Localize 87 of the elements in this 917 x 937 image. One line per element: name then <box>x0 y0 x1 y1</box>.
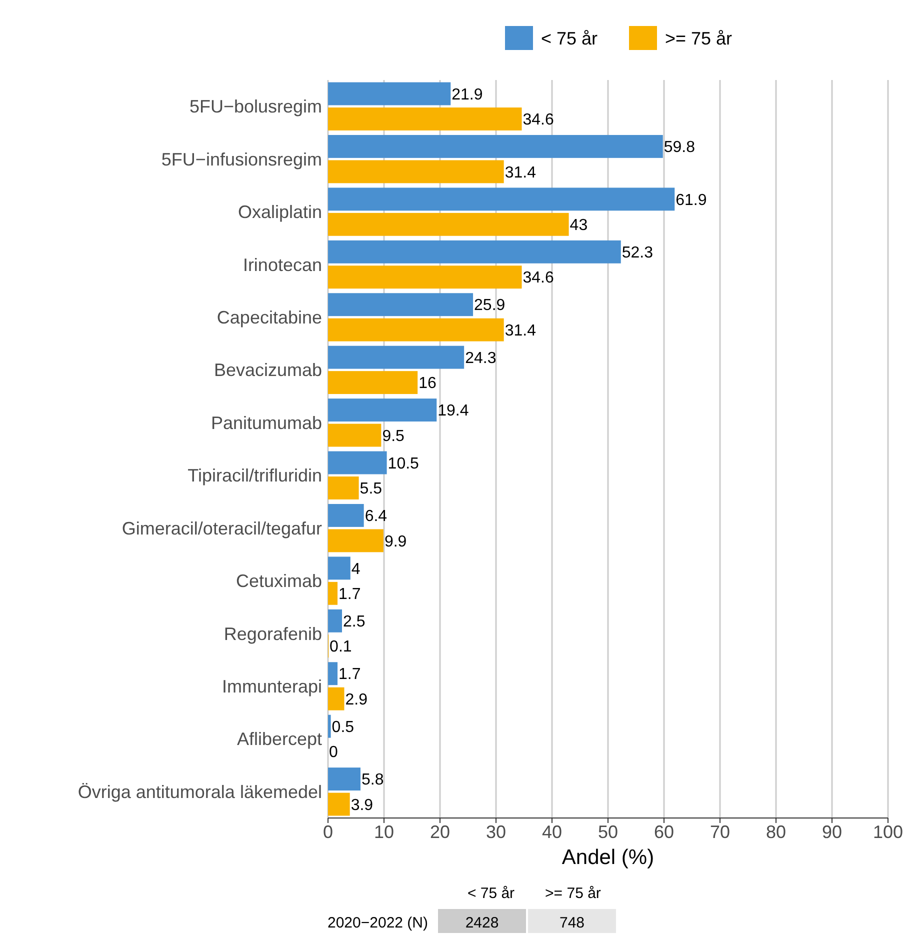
bar <box>328 451 387 474</box>
data-label: 24.3 <box>465 350 496 367</box>
data-label: 4 <box>351 560 360 578</box>
bar <box>328 266 522 289</box>
x-tick-label: 70 <box>710 822 730 842</box>
y-tick-label: 5FU−bolusregim <box>189 96 322 117</box>
y-tick-label: Regorafenib <box>224 624 322 644</box>
text: 2020−2022 (N) <box>328 914 428 932</box>
data-label: 61.9 <box>676 192 707 209</box>
bar <box>328 662 338 686</box>
y-tick-label: Bevacizumab <box>214 360 322 380</box>
data-label: 3.9 <box>350 796 374 814</box>
bar <box>328 687 344 710</box>
legend-label: < 75 år <box>541 28 598 48</box>
x-tick-label: 80 <box>766 822 786 842</box>
data-label: 34.6 <box>522 270 554 287</box>
y-tick-label: Gimeracil/oteracil/tegafur <box>122 518 322 538</box>
y-tick-label: Capecitabine <box>216 308 322 328</box>
bar <box>328 582 338 605</box>
data-label: 43 <box>570 216 588 234</box>
x-tick-label: 100 <box>872 822 904 842</box>
bar <box>328 188 675 211</box>
text: < 75 år <box>467 885 515 902</box>
bar <box>328 134 663 158</box>
data-label: 1.7 <box>338 586 361 603</box>
data-label: 10.5 <box>388 455 420 472</box>
data-label: 19.4 <box>438 402 469 420</box>
y-tick-label: Immunterapi <box>222 676 322 697</box>
text: 748 <box>559 914 585 932</box>
x-tick-label: 50 <box>598 822 618 842</box>
bar <box>328 556 350 580</box>
y-tick-label: Oxaliplatin <box>238 202 322 222</box>
y-tick-label: Övriga antitumorala läkemedel <box>78 782 322 802</box>
data-label: 2.9 <box>345 691 368 708</box>
bar <box>328 504 364 527</box>
text: 2428 <box>465 914 499 932</box>
x-tick-label: 40 <box>542 822 562 842</box>
bar <box>328 476 359 500</box>
data-label: 0.5 <box>332 718 354 736</box>
data-label: 2.5 <box>343 613 366 630</box>
data-label: 34.6 <box>522 112 554 129</box>
data-label: 52.3 <box>622 244 654 262</box>
bar <box>328 318 504 342</box>
y-tick-label: Cetuximab <box>236 571 322 592</box>
legend-label: >= 75 år <box>665 28 732 48</box>
data-label: 5.5 <box>360 480 382 498</box>
bar <box>328 160 504 184</box>
bar <box>328 240 621 264</box>
bar <box>328 792 350 816</box>
bar <box>328 371 418 394</box>
bar <box>328 212 569 236</box>
y-tick-label: Irinotecan <box>242 254 322 275</box>
data-label: 9.9 <box>384 533 407 550</box>
bar <box>328 609 342 632</box>
x-tick-label: 30 <box>486 822 506 842</box>
y-tick-label: Tipiracil/trifluridin <box>188 466 322 486</box>
x-tick-label: 60 <box>654 822 674 842</box>
y-tick-label: Panitumumab <box>210 412 322 433</box>
bar <box>328 398 437 422</box>
x-tick-label: 0 <box>322 822 334 842</box>
data-label: 16 <box>418 375 436 392</box>
x-axis-title: Andel (%) <box>562 846 654 869</box>
data-label: 31.4 <box>504 164 536 182</box>
bar <box>328 107 522 130</box>
x-tick-label: 90 <box>822 822 842 842</box>
data-label: 25.9 <box>474 297 506 314</box>
data-label: 5.8 <box>361 772 384 789</box>
data-label: 0 <box>329 744 338 762</box>
data-label: 31.4 <box>504 322 536 340</box>
y-tick-label: 5FU−infusionsregim <box>161 149 322 170</box>
data-label: 6.4 <box>364 508 388 526</box>
x-tick-label: 20 <box>430 822 450 842</box>
bar <box>328 424 382 447</box>
bar <box>328 346 464 369</box>
bar <box>328 768 360 791</box>
bar <box>328 82 451 106</box>
text: >= 75 år <box>545 885 601 902</box>
data-label: 0.1 <box>330 638 352 656</box>
data-label: 9.5 <box>382 428 405 445</box>
bar <box>328 529 384 552</box>
data-label: 1.7 <box>338 666 361 684</box>
bar <box>328 293 474 316</box>
x-tick-label: 10 <box>374 822 394 842</box>
data-label: 21.9 <box>452 86 483 104</box>
bar <box>328 714 331 738</box>
y-tick-label: Aflibercept <box>236 729 322 750</box>
data-label: 59.8 <box>664 139 696 156</box>
